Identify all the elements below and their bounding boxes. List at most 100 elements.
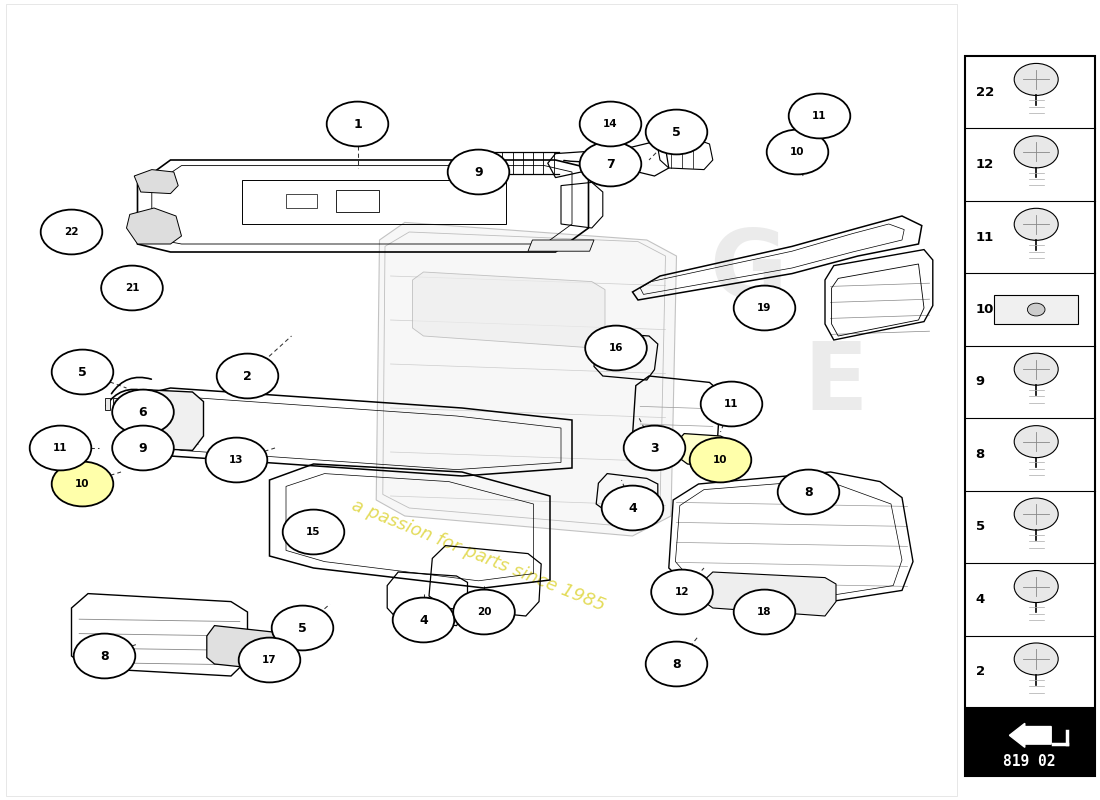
Circle shape (41, 210, 102, 254)
Text: 4: 4 (419, 614, 428, 626)
Circle shape (448, 150, 509, 194)
Text: E: E (804, 338, 868, 430)
Text: 10: 10 (75, 479, 90, 489)
Circle shape (1014, 426, 1058, 458)
Circle shape (602, 486, 663, 530)
Circle shape (112, 390, 174, 434)
Text: 16: 16 (608, 343, 624, 353)
Text: 11: 11 (724, 399, 739, 409)
Text: 5: 5 (672, 126, 681, 138)
Circle shape (1014, 63, 1058, 95)
Circle shape (580, 142, 641, 186)
Text: 5: 5 (298, 622, 307, 634)
Polygon shape (412, 272, 605, 348)
Circle shape (74, 634, 135, 678)
Text: 8: 8 (672, 658, 681, 670)
Circle shape (30, 426, 91, 470)
Circle shape (1014, 498, 1058, 530)
Circle shape (217, 354, 278, 398)
Text: 6: 6 (139, 406, 147, 418)
Circle shape (789, 94, 850, 138)
Circle shape (101, 266, 163, 310)
Text: 14: 14 (603, 119, 618, 129)
Text: 13: 13 (229, 455, 244, 465)
Polygon shape (122, 398, 128, 410)
Text: 8: 8 (100, 650, 109, 662)
Text: 3: 3 (650, 442, 659, 454)
Text: 21: 21 (124, 283, 140, 293)
Text: 22: 22 (976, 86, 994, 98)
Text: 7: 7 (606, 158, 615, 170)
Circle shape (585, 326, 647, 370)
Circle shape (646, 110, 707, 154)
Text: 11: 11 (53, 443, 68, 453)
Circle shape (1014, 570, 1058, 602)
Text: 19: 19 (757, 303, 772, 313)
Circle shape (1014, 208, 1058, 240)
Circle shape (701, 382, 762, 426)
Polygon shape (132, 390, 204, 450)
Text: 12: 12 (674, 587, 690, 597)
Polygon shape (702, 572, 836, 616)
Text: 10: 10 (713, 455, 728, 465)
Text: 819 02: 819 02 (1003, 754, 1056, 769)
Text: 12: 12 (976, 158, 994, 171)
Polygon shape (376, 222, 676, 536)
Text: 11: 11 (812, 111, 827, 121)
Text: 5: 5 (976, 520, 984, 534)
Circle shape (1014, 136, 1058, 168)
Circle shape (580, 102, 641, 146)
FancyBboxPatch shape (994, 295, 1078, 324)
Polygon shape (675, 434, 735, 468)
Polygon shape (104, 398, 110, 410)
Text: 8: 8 (804, 486, 813, 498)
Polygon shape (134, 170, 178, 194)
Text: 2: 2 (976, 666, 984, 678)
Circle shape (734, 590, 795, 634)
Circle shape (453, 590, 515, 634)
Text: 11: 11 (976, 230, 994, 244)
Polygon shape (140, 398, 145, 410)
Bar (965, 56, 1094, 708)
Text: 18: 18 (757, 607, 772, 617)
Text: 10: 10 (790, 147, 805, 157)
Circle shape (690, 438, 751, 482)
Polygon shape (131, 398, 136, 410)
Text: 15: 15 (306, 527, 321, 537)
Text: 4: 4 (628, 502, 637, 514)
Text: 9: 9 (474, 166, 483, 178)
Circle shape (393, 598, 454, 642)
Circle shape (767, 130, 828, 174)
Text: 22: 22 (64, 227, 79, 237)
Circle shape (52, 462, 113, 506)
Text: a passion for parts since 1985: a passion for parts since 1985 (349, 497, 608, 615)
Polygon shape (126, 208, 182, 244)
FancyBboxPatch shape (965, 710, 1094, 776)
Circle shape (239, 638, 300, 682)
Polygon shape (528, 240, 594, 251)
Text: 4: 4 (976, 593, 984, 606)
Text: 5: 5 (78, 366, 87, 378)
Circle shape (327, 102, 388, 146)
Text: 8: 8 (976, 448, 984, 461)
FancyArrow shape (1010, 723, 1052, 747)
Polygon shape (101, 274, 141, 300)
Polygon shape (113, 398, 119, 410)
Circle shape (272, 606, 333, 650)
Text: 9: 9 (139, 442, 147, 454)
Text: 9: 9 (976, 375, 984, 389)
Circle shape (734, 286, 795, 330)
Circle shape (624, 426, 685, 470)
Circle shape (112, 426, 174, 470)
Circle shape (1027, 303, 1045, 316)
Circle shape (646, 642, 707, 686)
Circle shape (52, 350, 113, 394)
Circle shape (1014, 353, 1058, 385)
Text: 2: 2 (243, 370, 252, 382)
Circle shape (206, 438, 267, 482)
Text: 1: 1 (353, 118, 362, 130)
Text: 17: 17 (262, 655, 277, 665)
Text: 20: 20 (476, 607, 492, 617)
Circle shape (651, 570, 713, 614)
Circle shape (778, 470, 839, 514)
